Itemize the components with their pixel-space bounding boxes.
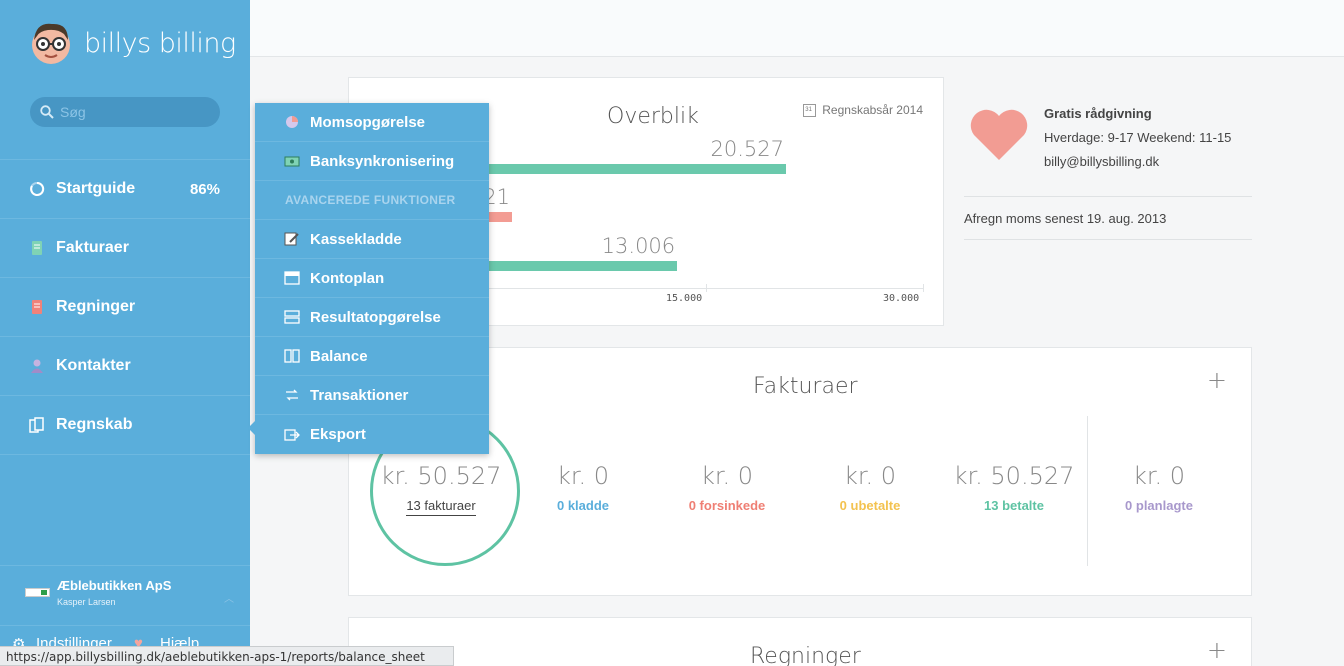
sidebar-item-label: Regnskab <box>56 416 133 433</box>
billy-avatar-icon <box>32 23 70 64</box>
edit-document-icon <box>284 232 299 246</box>
stat-draft[interactable]: kr. 0 0 kladde <box>556 462 610 513</box>
company-switcher[interactable]: Æblebutikken ApS Kasper Larsen ︿ <box>0 565 250 615</box>
search-box[interactable] <box>30 97 220 127</box>
logo[interactable]: billys billing <box>28 20 236 66</box>
export-icon <box>284 428 300 441</box>
regnskab-dropdown-menu: Momsopgørelse Banksynkronisering AVANCER… <box>248 103 489 454</box>
advice-email[interactable]: billy@billysbilling.dk <box>1044 154 1160 169</box>
user-name: Kasper Larsen <box>57 597 116 607</box>
sidebar-item-fakturaer[interactable]: Fakturaer <box>0 218 250 277</box>
menu-item-momsopgorelse[interactable]: Momsopgørelse <box>255 103 489 142</box>
add-bill-button[interactable]: + <box>1206 636 1227 664</box>
chart-axis-line <box>489 288 923 289</box>
sidebar-item-kontakter[interactable]: Kontakter <box>0 336 250 395</box>
menu-item-transaktioner[interactable]: Transaktioner <box>255 376 489 415</box>
bills-card: Regninger + <box>348 617 1252 666</box>
logo-text: billys billing <box>84 27 236 59</box>
menu-item-balance[interactable]: Balance <box>255 337 489 376</box>
invoices-total-label: 13 fakturaer <box>371 498 511 516</box>
pie-chart-icon <box>286 116 298 128</box>
progress-circle-icon <box>30 181 45 196</box>
top-bar <box>250 0 1344 57</box>
invoices-title: Fakturaer <box>753 374 858 399</box>
contact-icon <box>31 359 43 373</box>
moms-deadline: Afregn moms senest 19. aug. 2013 <box>964 211 1167 226</box>
sidebar-item-regninger[interactable]: Regninger <box>0 277 250 336</box>
chevron-up-icon: ︿ <box>224 594 234 605</box>
menu-section-header: AVANCEREDE FUNKTIONER <box>255 181 489 220</box>
stat-planned[interactable]: kr. 0 0 planlagte <box>1125 462 1193 513</box>
menu-item-kassekladde[interactable]: Kassekladde <box>255 220 489 259</box>
sidebar-item-regnskab[interactable]: Regnskab <box>0 395 250 454</box>
ledger-icon <box>29 417 44 433</box>
add-invoice-button[interactable]: + <box>1206 366 1227 394</box>
sidebar-item-label: Regninger <box>56 298 136 315</box>
stat-paid[interactable]: kr. 50.527 13 betalte <box>953 462 1075 513</box>
sidebar-item-label: Kontakter <box>56 357 131 374</box>
sidebar-item-label: Startguide <box>56 180 136 197</box>
bills-title: Regninger <box>750 644 861 666</box>
advice-hours: Hverdage: 9-17 Weekend: 11-15 <box>1044 130 1232 145</box>
transactions-icon <box>286 389 298 401</box>
heart-icon: ♥ <box>134 635 143 652</box>
menu-item-eksport[interactable]: Eksport <box>255 415 489 454</box>
chart-value-label: 20.527 <box>710 137 784 161</box>
chart-tick-label: 30.000 <box>883 293 920 304</box>
chart-bar <box>489 164 786 174</box>
calendar-icon: 31 <box>803 103 817 117</box>
divider <box>964 239 1252 240</box>
invoices-total-amount: kr. 50.527 <box>380 462 502 490</box>
divider <box>0 454 250 455</box>
advice-title: Gratis rådgivning <box>1044 106 1152 121</box>
sidebar-item-startguide[interactable]: Startguide 86% <box>0 159 250 218</box>
search-icon <box>40 105 54 119</box>
invoices-total[interactable]: kr. 50.527 13 fakturaer <box>371 462 511 516</box>
chart-bar <box>489 261 678 271</box>
chart-tick-label: 15.000 <box>666 293 703 304</box>
company-logo-icon <box>25 588 50 597</box>
divider <box>964 196 1252 197</box>
sidebar-item-label: Fakturaer <box>56 239 129 256</box>
bill-icon <box>32 300 42 314</box>
chart-tick-mark <box>923 284 924 292</box>
chart-value-label: 13.006 <box>601 234 676 258</box>
invoices-card: Fakturaer + kr. 50.527 13 fakturaer kr. … <box>348 347 1252 596</box>
company-name: Æblebutikken ApS <box>57 578 172 593</box>
chart-of-accounts-icon <box>284 271 300 285</box>
sidebar: billys billing Startguide 86% Fakturaer <box>0 0 250 666</box>
fiscal-year-selector[interactable]: 31 Regnskabsår 2014 <box>803 103 923 117</box>
menu-item-banksynkronisering[interactable]: Banksynkronisering <box>255 142 489 181</box>
chart-bar <box>489 212 512 222</box>
income-statement-icon <box>284 310 300 324</box>
search-input[interactable] <box>60 104 210 120</box>
heart-icon <box>970 109 1028 160</box>
banknote-icon <box>284 156 300 167</box>
balance-sheet-icon <box>284 349 300 363</box>
divider <box>1087 416 1088 566</box>
stat-unpaid[interactable]: kr. 0 0 ubetalte <box>839 462 901 513</box>
stat-overdue[interactable]: kr. 0 0 forsinkede <box>688 462 766 513</box>
invoice-icon <box>32 241 42 255</box>
fiscal-year-label: Regnskabsår 2014 <box>822 103 923 117</box>
progress-badge: 86% <box>189 180 220 198</box>
menu-item-resultatopgorelse[interactable]: Resultatopgørelse <box>255 298 489 337</box>
menu-item-kontoplan[interactable]: Kontoplan <box>255 259 489 298</box>
overview-title: Overblik <box>607 104 699 129</box>
browser-status-bar: https://app.billysbilling.dk/aeblebutikk… <box>0 646 454 666</box>
sidebar-nav: Startguide 86% Fakturaer Regninger <box>0 159 250 455</box>
